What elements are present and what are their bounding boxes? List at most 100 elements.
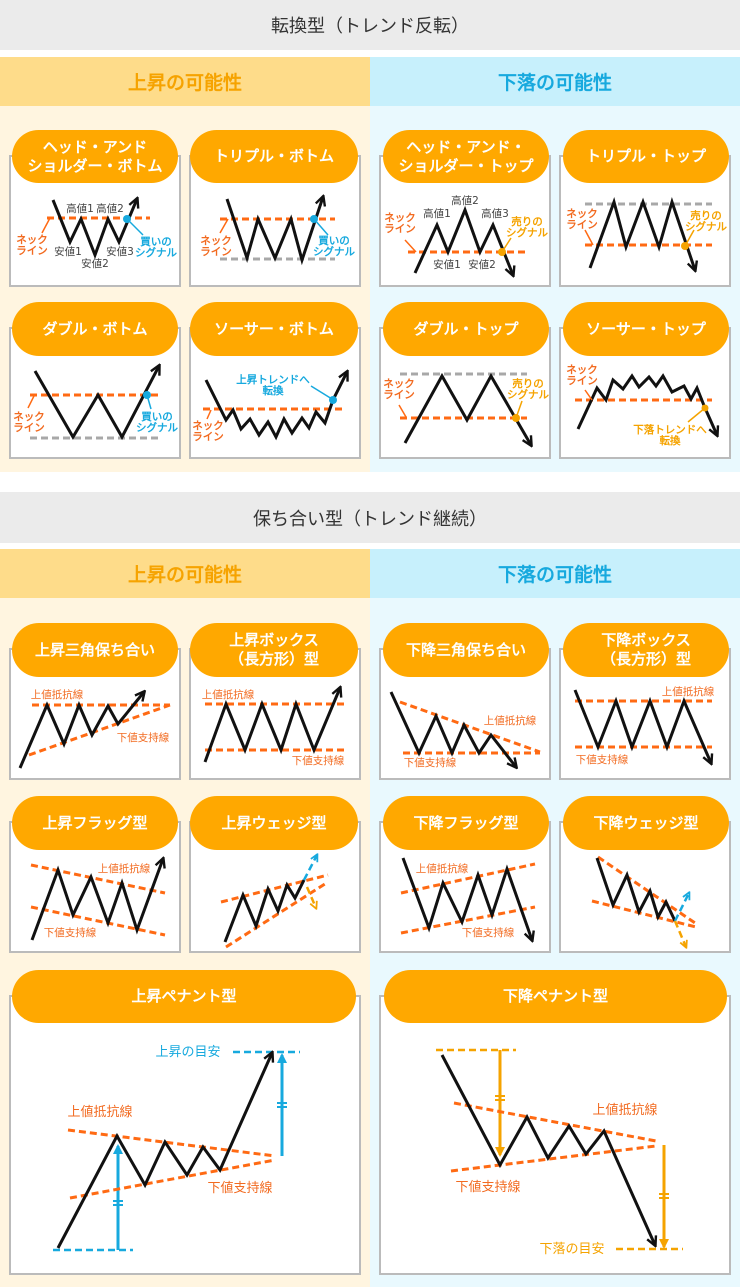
label-target: 上昇の目安 xyxy=(155,1045,220,1060)
label-neck: ネック xyxy=(13,411,45,423)
label-low2: 安値2 xyxy=(81,257,109,270)
diagram-hs-top: 高値1 高値2 高値3 安値1 安値2 ネック ライン 売りの シグナル xyxy=(384,194,548,275)
label-support: 下値支持線 xyxy=(292,754,345,767)
price-line xyxy=(51,199,137,260)
pill-title: 下降ペナント型 xyxy=(384,970,727,1023)
pill-title: 下降ウェッジ型 xyxy=(563,796,729,850)
label-target: 下落の目安 xyxy=(539,1242,604,1257)
label-line: ライン xyxy=(200,246,232,258)
diagram-hs-bottom: 高値1 高値2 安値1 安値2 安値3 ネック ライン 買いの シグナル xyxy=(16,199,177,270)
diagram-falling-box: 上値抵抗線 下値支持線 xyxy=(573,685,715,766)
label-trend: 上昇トレンドへ xyxy=(236,373,310,386)
breakout-down-arrow xyxy=(673,920,686,947)
label-neck: ネック xyxy=(384,212,416,224)
label-signal: シグナル xyxy=(506,226,548,239)
label-support: 下値支持線 xyxy=(576,753,629,766)
pill-title: ヘッド・アンド・ ショルダー・トップ xyxy=(383,130,549,183)
pill-title: 上昇ボックス （長方形）型 xyxy=(190,623,358,677)
breakout-up-arrow xyxy=(673,893,689,922)
section-header-continuation: 保ち合い型（トレンド継続） xyxy=(0,492,740,543)
label-line: ライン xyxy=(16,245,48,257)
pill-title: 下降ボックス （長方形）型 xyxy=(563,623,729,677)
pill-title: 下降三角保ち合い xyxy=(383,623,549,677)
label-high2: 高値2 xyxy=(451,194,479,207)
label-low3: 安値3 xyxy=(106,245,134,258)
diagram-bull-pennant: 上値抵抗線 下値支持線 上昇の目安 xyxy=(53,1045,300,1252)
label-support: 下値支持線 xyxy=(455,1179,520,1195)
diagram-saucer-bottom: ネック ライン 上昇トレンドへ 転換 xyxy=(192,372,347,443)
pill-title: ソーサー・ボトム xyxy=(190,302,358,356)
label-low1: 安値1 xyxy=(54,245,82,258)
diagram-double-top: ネック ライン 売りの シグナル xyxy=(383,372,549,445)
diagram-triple-bottom: ネック ライン 買いの シグナル xyxy=(200,197,355,266)
label-resistance: 上値抵抗線 xyxy=(67,1104,132,1120)
diagram-falling-wedge xyxy=(591,855,699,947)
label-signal: シグナル xyxy=(135,246,177,259)
pill-title: 上昇ペナント型 xyxy=(12,970,356,1023)
pill-title: 上昇三角保ち合い xyxy=(12,623,178,677)
label-signal: シグナル xyxy=(136,421,178,434)
up-possibility-header: 上昇の可能性 xyxy=(0,549,370,598)
label-signal: 買いの xyxy=(140,236,172,248)
pill-title: ヘッド・アンド ショルダー・ボトム xyxy=(12,130,178,183)
down-possibility-header: 下落の可能性 xyxy=(370,57,740,106)
diagram-bull-flag: 上値抵抗線 下値支持線 xyxy=(30,859,165,941)
section-header-reversal: 転換型（トレンド反転） xyxy=(0,0,740,50)
label-signal: 買いの xyxy=(318,235,350,247)
label-neck: ネック xyxy=(566,364,598,376)
up-possibility-header: 上昇の可能性 xyxy=(0,57,370,106)
label-signal: シグナル xyxy=(685,220,727,233)
label-high2: 高値2 xyxy=(96,202,124,215)
label-signal: シグナル xyxy=(507,388,549,401)
label-resistance: 上値抵抗線 xyxy=(31,688,84,701)
label-resistance: 上値抵抗線 xyxy=(202,688,255,701)
label-resistance: 上値抵抗線 xyxy=(592,1102,657,1118)
pill-title: 上昇ウェッジ型 xyxy=(190,796,358,850)
label-signal: 売りの xyxy=(690,209,722,222)
label-trend: 転換 xyxy=(263,384,284,397)
pill-title: ダブル・トップ xyxy=(383,302,549,356)
label-low2: 安値2 xyxy=(468,258,496,271)
label-support: 下値支持線 xyxy=(462,926,515,939)
label-support: 下値支持線 xyxy=(404,756,457,769)
pill-title: トリプル・トップ xyxy=(563,130,729,183)
label-line: ライン xyxy=(384,223,416,235)
label-signal: 売りの xyxy=(512,377,544,390)
diagram-descending-triangle: 上値抵抗線 下値支持線 xyxy=(389,691,541,769)
label-high3: 高値3 xyxy=(481,207,509,220)
label-support: 下値支持線 xyxy=(44,926,97,939)
label-resistance: 上値抵抗線 xyxy=(98,862,151,875)
label-line: ライン xyxy=(13,422,45,434)
diagram-bear-flag: 上値抵抗線 下値支持線 xyxy=(400,857,536,940)
label-signal: 買いの xyxy=(141,411,173,423)
label-line: ライン xyxy=(566,219,598,231)
label-trend: 転換 xyxy=(660,434,681,447)
diagram-triple-top: ネック ライン 売りの シグナル xyxy=(566,196,727,270)
label-line: ライン xyxy=(192,431,224,443)
diagram-saucer-top: ネック ライン 下落トレンドへ 転換 xyxy=(566,364,717,447)
label-support: 下値支持線 xyxy=(117,731,170,744)
card-bear-pennant xyxy=(379,995,731,1275)
diagram-rising-wedge xyxy=(220,855,329,949)
label-signal: シグナル xyxy=(313,245,355,258)
pill-title: 上昇フラッグ型 xyxy=(12,796,178,850)
pill-title: ダブル・ボトム xyxy=(12,302,178,356)
pill-title: ソーサー・トップ xyxy=(563,302,729,356)
label-neck: ネック xyxy=(200,235,232,247)
label-resistance: 上値抵抗線 xyxy=(662,685,715,698)
diagram-rising-box: 上値抵抗線 下値支持線 xyxy=(202,688,345,767)
label-line: ライン xyxy=(566,375,598,387)
label-line: ライン xyxy=(383,389,415,401)
label-resistance: 上値抵抗線 xyxy=(416,862,469,875)
label-neck: ネック xyxy=(16,234,48,246)
diagram-ascending-triangle: 上値抵抗線 下値支持線 xyxy=(18,688,171,769)
label-neck: ネック xyxy=(192,420,224,432)
label-high1: 高値1 xyxy=(423,207,451,220)
breakout-up-arrow xyxy=(302,855,317,881)
label-neck: ネック xyxy=(566,208,598,220)
breakout-down-arrow xyxy=(305,886,316,908)
diagram-double-bottom: ネック ライン 買いの シグナル xyxy=(13,366,178,441)
signal-dot xyxy=(123,215,131,223)
label-neck: ネック xyxy=(383,378,415,390)
